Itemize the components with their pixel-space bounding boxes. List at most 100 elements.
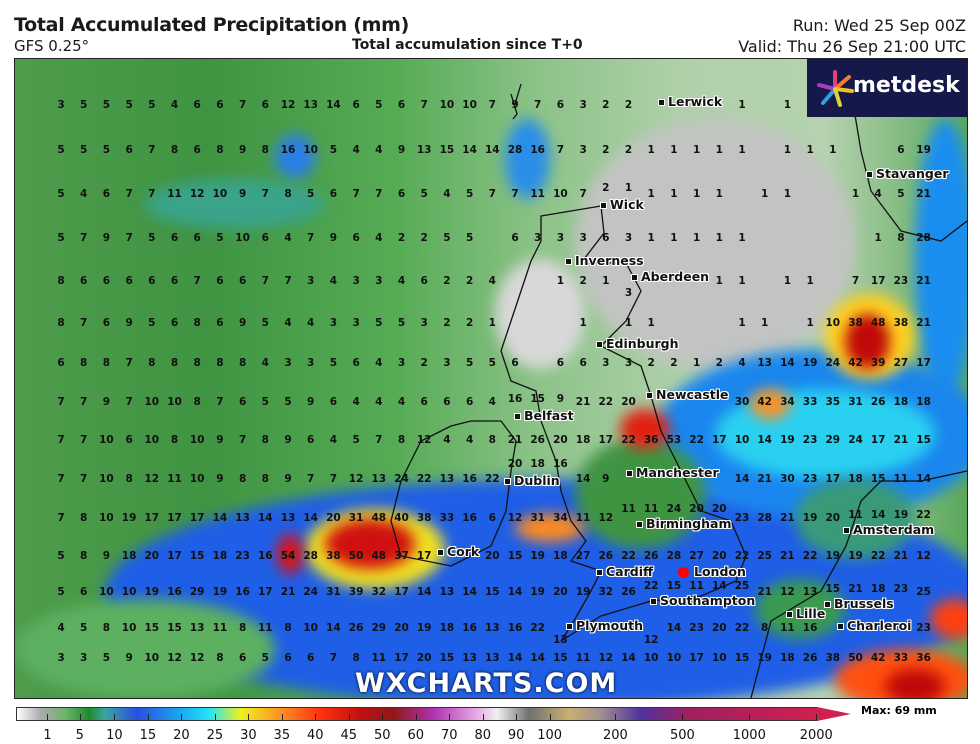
tick-label: 20 <box>173 728 190 743</box>
grid-value: 8 <box>216 144 224 156</box>
field-teal-west <box>145 179 325 229</box>
grid-value: 1 <box>829 144 837 156</box>
grid-value: 1 <box>715 275 723 287</box>
city-name: Edinburgh <box>606 336 679 351</box>
grid-value: 14 <box>666 622 682 634</box>
grid-value: 1 <box>715 188 723 200</box>
grid-value: 11 <box>893 473 909 485</box>
grid-value: 3 <box>284 357 292 369</box>
grid-value: 7 <box>307 232 315 244</box>
grid-value: 11 <box>212 622 228 634</box>
grid-value: 4 <box>443 188 451 200</box>
grid-value: 5 <box>148 99 156 111</box>
grid-value: 5 <box>352 434 360 446</box>
grid-value: 20 <box>416 652 432 664</box>
grid-value: 2 <box>443 317 451 329</box>
grid-value: 15 <box>530 393 545 405</box>
grid-value: 10 <box>734 434 750 446</box>
grid-value: 38 <box>825 652 841 664</box>
grid-value: 2 <box>715 357 723 369</box>
grid-value: 18 <box>916 396 931 408</box>
grid-value: 13 <box>484 652 500 664</box>
grid-value: 31 <box>848 396 863 408</box>
grid-value: 9 <box>307 396 315 408</box>
city-wick: Wick <box>600 197 644 212</box>
grid-value: 13 <box>235 512 250 524</box>
field-red-germany <box>930 599 967 639</box>
grid-value: 22 <box>621 434 636 446</box>
tick-label: 80 <box>474 728 491 743</box>
grid-value: 6 <box>193 232 201 244</box>
grid-value: 9 <box>284 434 292 446</box>
tick-label: 35 <box>273 728 291 743</box>
grid-value: 11 <box>371 652 387 664</box>
grid-value: 1 <box>806 317 814 329</box>
grid-value: 21 <box>757 586 772 598</box>
colorbar <box>16 707 818 721</box>
grid-value: 13 <box>303 99 318 111</box>
grid-value: 17 <box>825 473 841 485</box>
grid-value: 14 <box>575 473 591 485</box>
grid-value: 37 <box>394 550 409 562</box>
grid-value: 1 <box>738 232 746 244</box>
grid-value: 1 <box>738 317 746 329</box>
grid-value: 16 <box>462 512 477 524</box>
grid-value: 8 <box>193 396 201 408</box>
coast-continent <box>750 470 967 698</box>
grid-value: 21 <box>780 550 795 562</box>
grid-value: 15 <box>167 622 182 634</box>
grid-value: 1 <box>783 99 792 111</box>
tick-mark <box>47 714 49 720</box>
grid-value: 1 <box>783 144 792 156</box>
grid-value: 5 <box>80 622 88 634</box>
tick-label: 1000 <box>732 728 766 743</box>
grid-value: 6 <box>148 275 156 287</box>
grid-value: 6 <box>216 99 224 111</box>
grid-value: 9 <box>125 317 133 329</box>
grid-value: 9 <box>216 434 224 446</box>
grid-value: 19 <box>416 622 432 634</box>
grid-value: 28 <box>666 550 682 562</box>
grid-value: 1 <box>783 275 792 287</box>
grid-value: 3 <box>352 317 360 329</box>
grid-value: 20 <box>711 550 727 562</box>
field-blue-norway <box>915 119 967 399</box>
grid-value: 38 <box>416 512 432 524</box>
grid-value: 3 <box>602 357 610 369</box>
grid-value: 54 <box>280 550 296 562</box>
tick-mark <box>114 714 116 720</box>
grid-value: 12 <box>348 473 364 485</box>
grid-value: 12 <box>280 99 296 111</box>
grid-value: 50 <box>848 652 863 664</box>
precipitation-map[interactable]: 3 5 5 5 5 4 6 6 7 6 12 13 14 6 5 6 7 10 10 7 9 7 6 3 2 2 1 1 5 5 5 6 7 8 6… <box>14 58 968 699</box>
grid-value: 3 <box>375 275 383 287</box>
grid-value: 6 <box>170 232 179 244</box>
grid-value: 7 <box>851 275 860 287</box>
grid-value: 22 <box>802 550 818 562</box>
grid-value: 15 <box>507 550 523 562</box>
grid-value: 11 <box>575 652 591 664</box>
grid-value: 16 <box>257 550 273 562</box>
city-amsterdam: Amsterdam <box>843 522 934 537</box>
grid-value: 19 <box>530 586 545 598</box>
grid-value: 10 <box>99 586 114 598</box>
grid-value: 1 <box>761 317 769 329</box>
grid-value: 5 <box>102 99 111 111</box>
grid-value: 15 <box>484 586 500 598</box>
grid-value: 23 <box>689 622 704 634</box>
grid-value: 10 <box>825 317 841 329</box>
grid-value: 2 <box>465 317 474 329</box>
grid-value: 4 <box>375 396 383 408</box>
grid-value: 7 <box>57 396 65 408</box>
grid-value: 8 <box>238 622 247 634</box>
grid-value: 5 <box>443 232 451 244</box>
grid-value: 9 <box>602 473 610 485</box>
grid-value: 8 <box>216 652 224 664</box>
city-birmingham: Birmingham <box>636 516 732 531</box>
grid-value: 15 <box>439 144 455 156</box>
grid-value: 5 <box>284 396 292 408</box>
grid-value: 6 <box>511 232 519 244</box>
grid-value: 9 <box>102 550 111 562</box>
grid-value: 6 <box>397 99 406 111</box>
grid-value: 25 <box>757 550 772 562</box>
